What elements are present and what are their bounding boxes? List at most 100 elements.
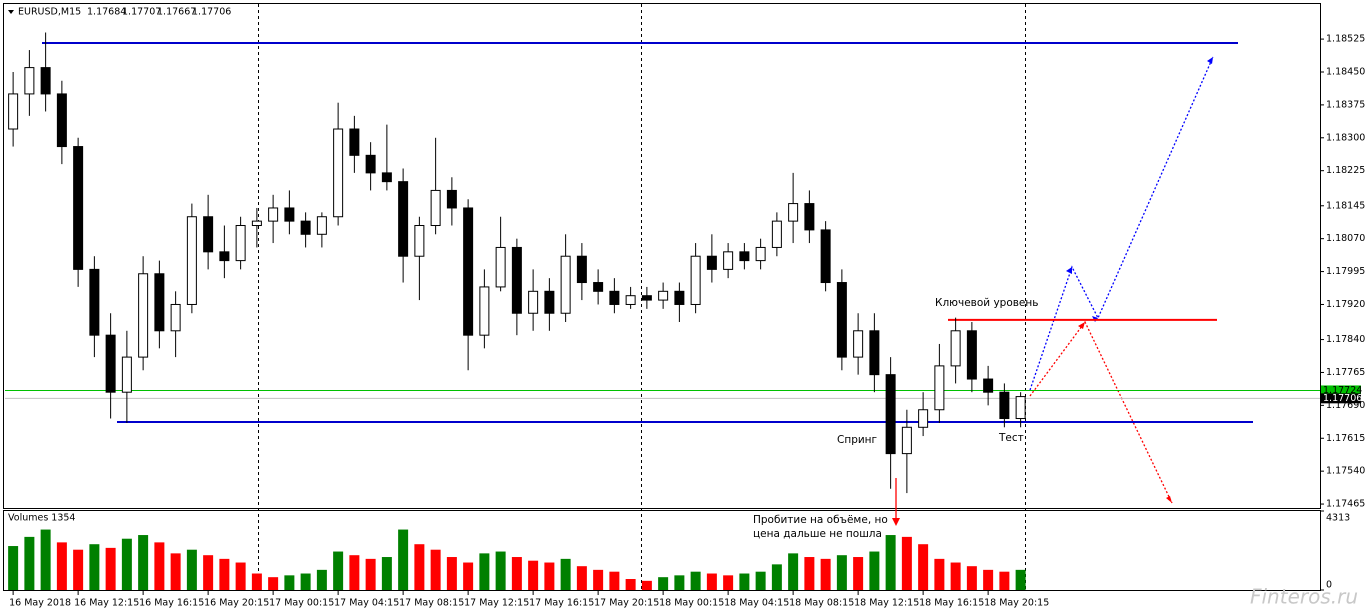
volume-bar bbox=[414, 544, 425, 590]
candle-body bbox=[186, 216, 197, 305]
volume-bar bbox=[788, 553, 799, 590]
volume-bar bbox=[430, 549, 441, 590]
candle-body bbox=[560, 255, 571, 314]
y-tick-label: 1.18525 bbox=[1326, 34, 1365, 45]
candle-body bbox=[511, 246, 522, 314]
annotation: цена дальше не пошла bbox=[753, 528, 882, 540]
volume-bar bbox=[186, 549, 197, 590]
volume-bar bbox=[56, 542, 67, 590]
volume-bar bbox=[755, 571, 766, 590]
annotation: Спринг bbox=[837, 434, 877, 446]
volume-bar bbox=[203, 555, 214, 590]
volume-bar bbox=[544, 562, 555, 590]
candle-body bbox=[365, 154, 376, 174]
candle-body bbox=[836, 282, 847, 358]
volume-bar bbox=[625, 579, 636, 590]
y-tick-label: 1.17840 bbox=[1326, 334, 1365, 345]
candle-body bbox=[8, 93, 19, 130]
x-tick-label: 16 May 16:15 bbox=[139, 598, 204, 609]
bull-projection bbox=[1029, 56, 1214, 391]
candle-body bbox=[869, 330, 880, 376]
volume-bar bbox=[495, 551, 506, 590]
candle-body bbox=[706, 255, 717, 270]
x-tick-label: 18 May 04:15 bbox=[724, 598, 789, 609]
candle-body bbox=[983, 378, 994, 393]
candle-body bbox=[463, 207, 474, 336]
volume-bar bbox=[853, 557, 864, 590]
annotation: Ключевой уровень bbox=[935, 297, 1038, 309]
volume-bar bbox=[820, 558, 831, 590]
candle-body bbox=[739, 251, 750, 262]
volume-title: Volumes 1354 bbox=[8, 513, 75, 524]
volume-bar bbox=[901, 536, 912, 590]
y-tick-label: 1.17465 bbox=[1326, 499, 1365, 510]
volume-bar bbox=[983, 569, 994, 590]
volume-bar bbox=[154, 542, 165, 590]
candle-body bbox=[251, 220, 262, 227]
candle-body bbox=[381, 172, 392, 183]
candle-body bbox=[755, 246, 766, 262]
x-tick-label: 17 May 16:15 bbox=[529, 598, 594, 609]
volume-bar bbox=[804, 557, 815, 590]
volume-bar bbox=[73, 549, 84, 590]
y-tick-label: 1.18450 bbox=[1326, 66, 1365, 77]
candle-body bbox=[853, 330, 864, 358]
annotation: Тест bbox=[998, 432, 1024, 444]
volume-bar bbox=[219, 558, 230, 590]
day-separators bbox=[258, 4, 1026, 590]
candle-body bbox=[479, 286, 490, 336]
candle-body bbox=[804, 203, 815, 231]
volume-bar bbox=[463, 562, 474, 590]
y-tick-label: 1.17920 bbox=[1326, 299, 1365, 310]
candle-body bbox=[901, 426, 912, 455]
y-tick-label: 1.18225 bbox=[1326, 165, 1365, 176]
candle-body bbox=[284, 207, 295, 222]
candle-body bbox=[398, 181, 409, 257]
volume-bar bbox=[170, 553, 181, 590]
volume-pane bbox=[3, 510, 1321, 591]
menu-arrow[interactable] bbox=[8, 10, 14, 14]
volume-bar bbox=[934, 558, 945, 590]
candle-body bbox=[495, 246, 506, 288]
candle-body bbox=[414, 225, 425, 257]
price-tag-label: 1.17724 bbox=[1323, 385, 1362, 396]
volume-tick-label: 0 bbox=[1326, 580, 1332, 591]
ohlc-low: 1.17667 bbox=[157, 7, 196, 18]
candle-body bbox=[138, 273, 149, 358]
volume-bar bbox=[89, 544, 100, 590]
volume-bar bbox=[349, 555, 360, 590]
volume-bar bbox=[316, 569, 327, 590]
x-tick-label: 17 May 08:15 bbox=[399, 598, 464, 609]
candle-body bbox=[349, 128, 360, 156]
y-tick-label: 1.17995 bbox=[1326, 266, 1365, 277]
volume-bar bbox=[511, 557, 522, 590]
x-tick-label: 18 May 00:15 bbox=[659, 598, 724, 609]
volume-bar bbox=[138, 535, 149, 590]
candle-body bbox=[641, 295, 652, 301]
y-tick-label: 1.18070 bbox=[1326, 233, 1365, 244]
volume-bar bbox=[560, 558, 571, 590]
ohlc-high: 1.17707 bbox=[122, 7, 161, 18]
candle-body bbox=[40, 67, 51, 95]
volume-arrow-head bbox=[892, 518, 900, 526]
volume-bar bbox=[576, 566, 587, 590]
volume-bar bbox=[593, 569, 604, 590]
price-pane bbox=[3, 3, 1321, 509]
candle-body bbox=[723, 251, 734, 270]
x-tick-label: 17 May 20:15 bbox=[594, 598, 659, 609]
volume-bar bbox=[885, 535, 896, 590]
volume-bar bbox=[446, 557, 457, 590]
volume-bar bbox=[235, 562, 246, 590]
watermark: Finteros.ru bbox=[1250, 585, 1358, 609]
y-tick-label: 1.17540 bbox=[1326, 466, 1365, 477]
volume-bar bbox=[24, 536, 35, 590]
x-tick-label: 17 May 00:15 bbox=[269, 598, 334, 609]
x-tick-label: 17 May 12:15 bbox=[464, 598, 529, 609]
candle-body bbox=[235, 225, 246, 262]
candle-body bbox=[56, 93, 67, 148]
volume-bar bbox=[528, 560, 539, 590]
volume-bar bbox=[105, 547, 116, 590]
candle-body bbox=[674, 290, 685, 305]
candle-body bbox=[73, 146, 84, 270]
